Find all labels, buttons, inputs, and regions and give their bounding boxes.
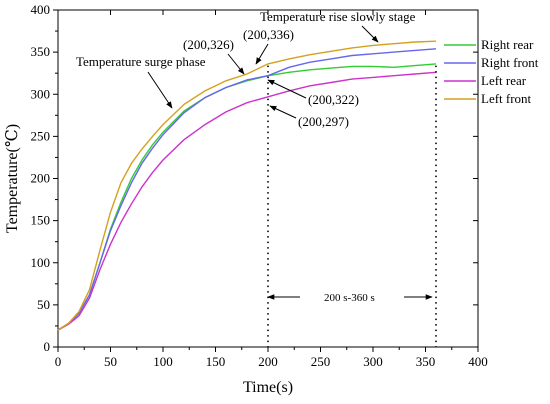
- axes: 0 50 100 150 200 250 300 350 400 0 50 100 150 200 250 3…: [4, 2, 488, 396]
- x-tick-label: 50: [104, 354, 117, 369]
- y-tick-label: 400: [31, 2, 51, 17]
- arrow-point-297: [269, 105, 297, 119]
- arrow-rise-slowly: [361, 25, 379, 43]
- y-tick-label: 50: [37, 297, 50, 312]
- x-tick-label: 100: [153, 354, 173, 369]
- annotation-point-336: (200,336): [243, 27, 294, 42]
- annotation-point-297: (200,297): [298, 114, 349, 129]
- y-tick-label: 300: [31, 86, 51, 101]
- y-tick-label: 100: [31, 255, 51, 270]
- reference-lines: [267, 65, 437, 347]
- x-tick-label: 150: [206, 354, 226, 369]
- x-tick-label: 250: [311, 354, 331, 369]
- arrow-point-322: [267, 79, 307, 99]
- annotations: Temperature rise slowly stage Temperature…: [76, 9, 433, 304]
- legend-label: Left front: [481, 91, 532, 106]
- x-tick-label: 200: [258, 354, 278, 369]
- x-tick-label: 0: [55, 354, 62, 369]
- y-tick-label: 250: [31, 128, 51, 143]
- x-axis-title: Time(s): [243, 379, 293, 396]
- x-tick-label: 350: [416, 354, 436, 369]
- y-tick-label: 200: [31, 171, 51, 186]
- annotation-surge-phase: Temperature surge phase: [76, 54, 206, 69]
- annotation-interval: 200 s-360 s: [324, 292, 375, 304]
- y-axis-title: Temperature(℃): [4, 124, 21, 233]
- series-line-right-rear: [57, 63, 437, 331]
- annotation-point-326: (200,326): [183, 37, 234, 52]
- x-tick-label: 400: [468, 354, 488, 369]
- arrow-point-336: [255, 43, 269, 65]
- series-layer: [57, 40, 437, 331]
- series-line-left-rear: [57, 71, 437, 331]
- arrow-surge-phase: [147, 71, 173, 109]
- annotation-point-322: (200,322): [308, 92, 359, 107]
- series-line-right-front: [57, 48, 437, 331]
- y-tick-label: 150: [31, 213, 51, 228]
- legend: Right rear Right front Left rear Left front: [444, 37, 539, 106]
- series-line-left-front: [57, 40, 437, 331]
- y-tick-label: 0: [44, 339, 51, 354]
- legend-label: Right front: [481, 55, 539, 70]
- legend-label: Right rear: [481, 37, 534, 52]
- arrow-point-326: [227, 53, 245, 75]
- legend-label: Left rear: [481, 73, 527, 88]
- x-tick-label: 300: [363, 354, 383, 369]
- annotation-rise-slowly: Temperature rise slowly stage: [260, 9, 416, 24]
- y-tick-label: 350: [31, 44, 51, 59]
